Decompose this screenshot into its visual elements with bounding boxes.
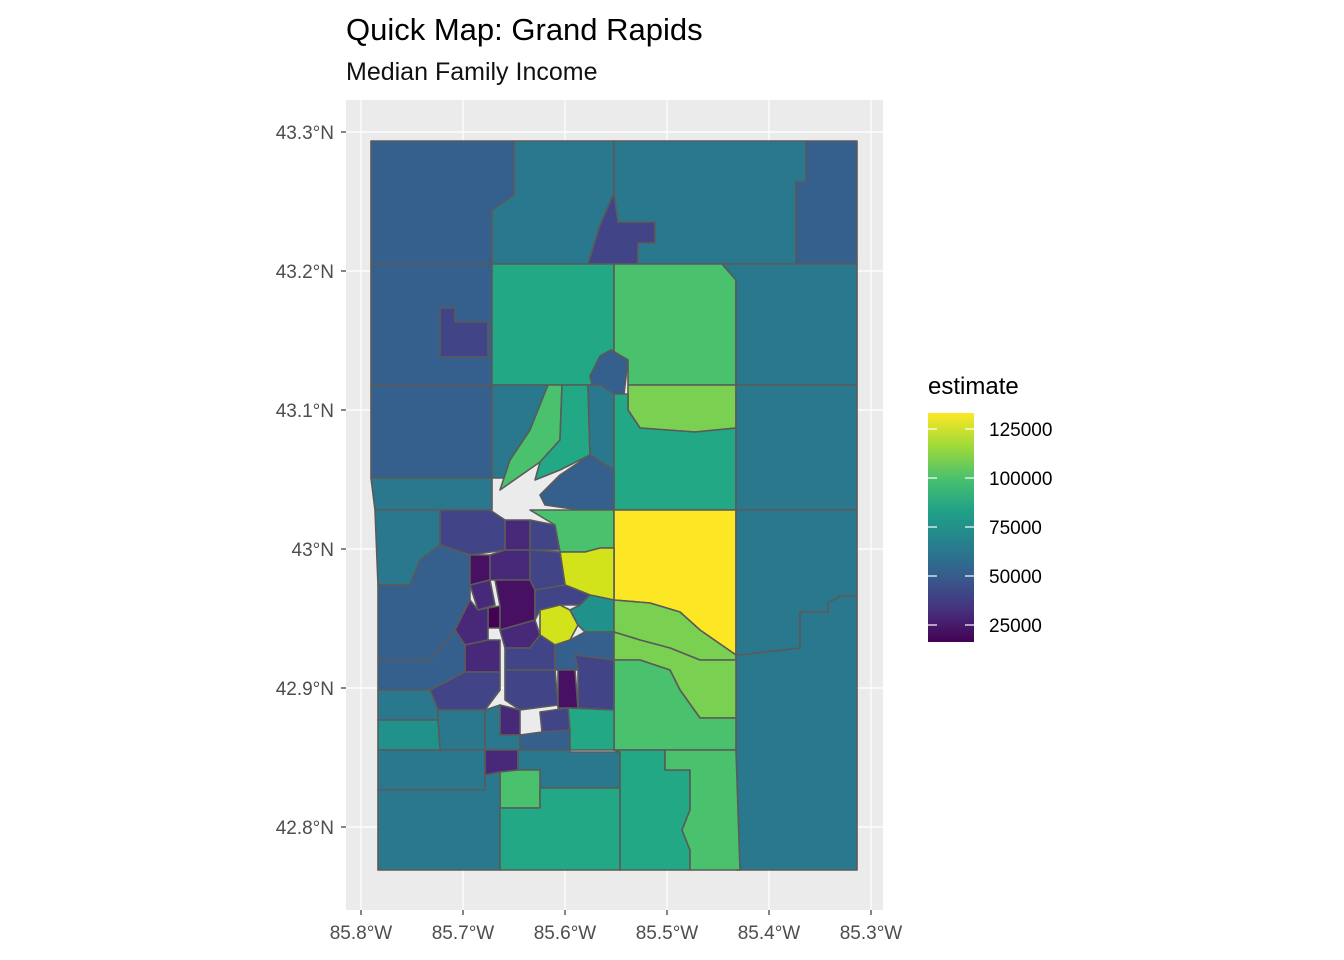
census-tracts <box>370 140 858 871</box>
legend: estimate 125000 100000 75000 50000 25000 <box>928 373 1052 642</box>
tract-wyoming-south-3 <box>499 704 521 736</box>
tract-kentwood-purple <box>557 669 579 709</box>
tract-gaines-west <box>519 729 571 753</box>
tract-cannon-mid-lime <box>627 384 737 433</box>
x-tick-label-85.8: 85.8°W <box>330 923 393 944</box>
map-title: Quick Map: Grand Rapids <box>346 12 703 47</box>
tract-sw-township <box>377 771 501 871</box>
tract-caledonia-east <box>664 749 741 871</box>
tract-downtown-2 <box>489 549 531 581</box>
tract-kentwood-teal <box>567 707 615 751</box>
tract-walker-mid <box>370 477 493 511</box>
tract-kentwood-1 <box>504 669 559 711</box>
x-tick-label-85.7: 85.7°W <box>432 923 495 944</box>
tract-kentwood-east <box>574 654 615 711</box>
y-tick-label-43: 43°N <box>292 540 334 561</box>
legend-label-50000: 50000 <box>989 567 1042 588</box>
tract-downtown-core <box>487 605 501 629</box>
y-axis: 43.3°N 43.2°N 43.1°N 43°N 42.9°N 42.8°N <box>276 123 346 839</box>
tract-walker-north <box>370 384 493 479</box>
tract-downtown-4 <box>469 579 496 611</box>
legend-label-25000: 25000 <box>989 616 1042 637</box>
tract-ne-township <box>613 140 807 265</box>
y-tick-label-42.8: 42.8°N <box>276 818 334 839</box>
x-tick-label-85.5: 85.5°W <box>636 923 699 944</box>
x-tick-label-85.6: 85.6°W <box>534 923 597 944</box>
tract-downtown-3 <box>529 549 566 591</box>
x-tick-label-85.3: 85.3°W <box>840 923 903 944</box>
legend-title: estimate <box>928 373 1019 400</box>
legend-label-100000: 100000 <box>989 469 1052 490</box>
tract-east-mid <box>735 384 858 511</box>
x-axis: 85.8°W 85.7°W 85.6°W 85.5°W 85.4°W 85.3°… <box>330 910 903 944</box>
tract-plainfield-se <box>539 454 615 511</box>
legend-label-75000: 75000 <box>989 518 1042 539</box>
tract-w-alpine-inset <box>439 307 489 358</box>
tract-lowell-east <box>735 595 858 871</box>
tract-south-gr-2 <box>464 639 501 673</box>
tract-wyoming-south-1 <box>377 689 439 721</box>
tract-byron-center-green <box>499 769 541 809</box>
x-tick-label-85.4: 85.4°W <box>738 923 801 944</box>
y-tick-label-43.3: 43.3°N <box>276 123 334 144</box>
tract-byron-west <box>377 749 486 791</box>
tract-courtland <box>721 263 858 386</box>
y-tick-label-43.1: 43.1°N <box>276 401 334 422</box>
y-tick-label-42.9: 42.9°N <box>276 679 334 700</box>
y-tick-label-43.2: 43.2°N <box>276 262 334 283</box>
tract-byron-north <box>377 719 441 751</box>
map-subtitle: Median Family Income <box>346 58 598 86</box>
tract-wyoming-south-2 <box>437 709 486 751</box>
tract-grand-central-1 <box>504 519 531 551</box>
tract-cannon-north <box>613 263 737 386</box>
legend-label-125000: 125000 <box>989 420 1052 441</box>
tract-east-town <box>534 584 591 621</box>
tract-kentwood-south <box>539 707 571 733</box>
